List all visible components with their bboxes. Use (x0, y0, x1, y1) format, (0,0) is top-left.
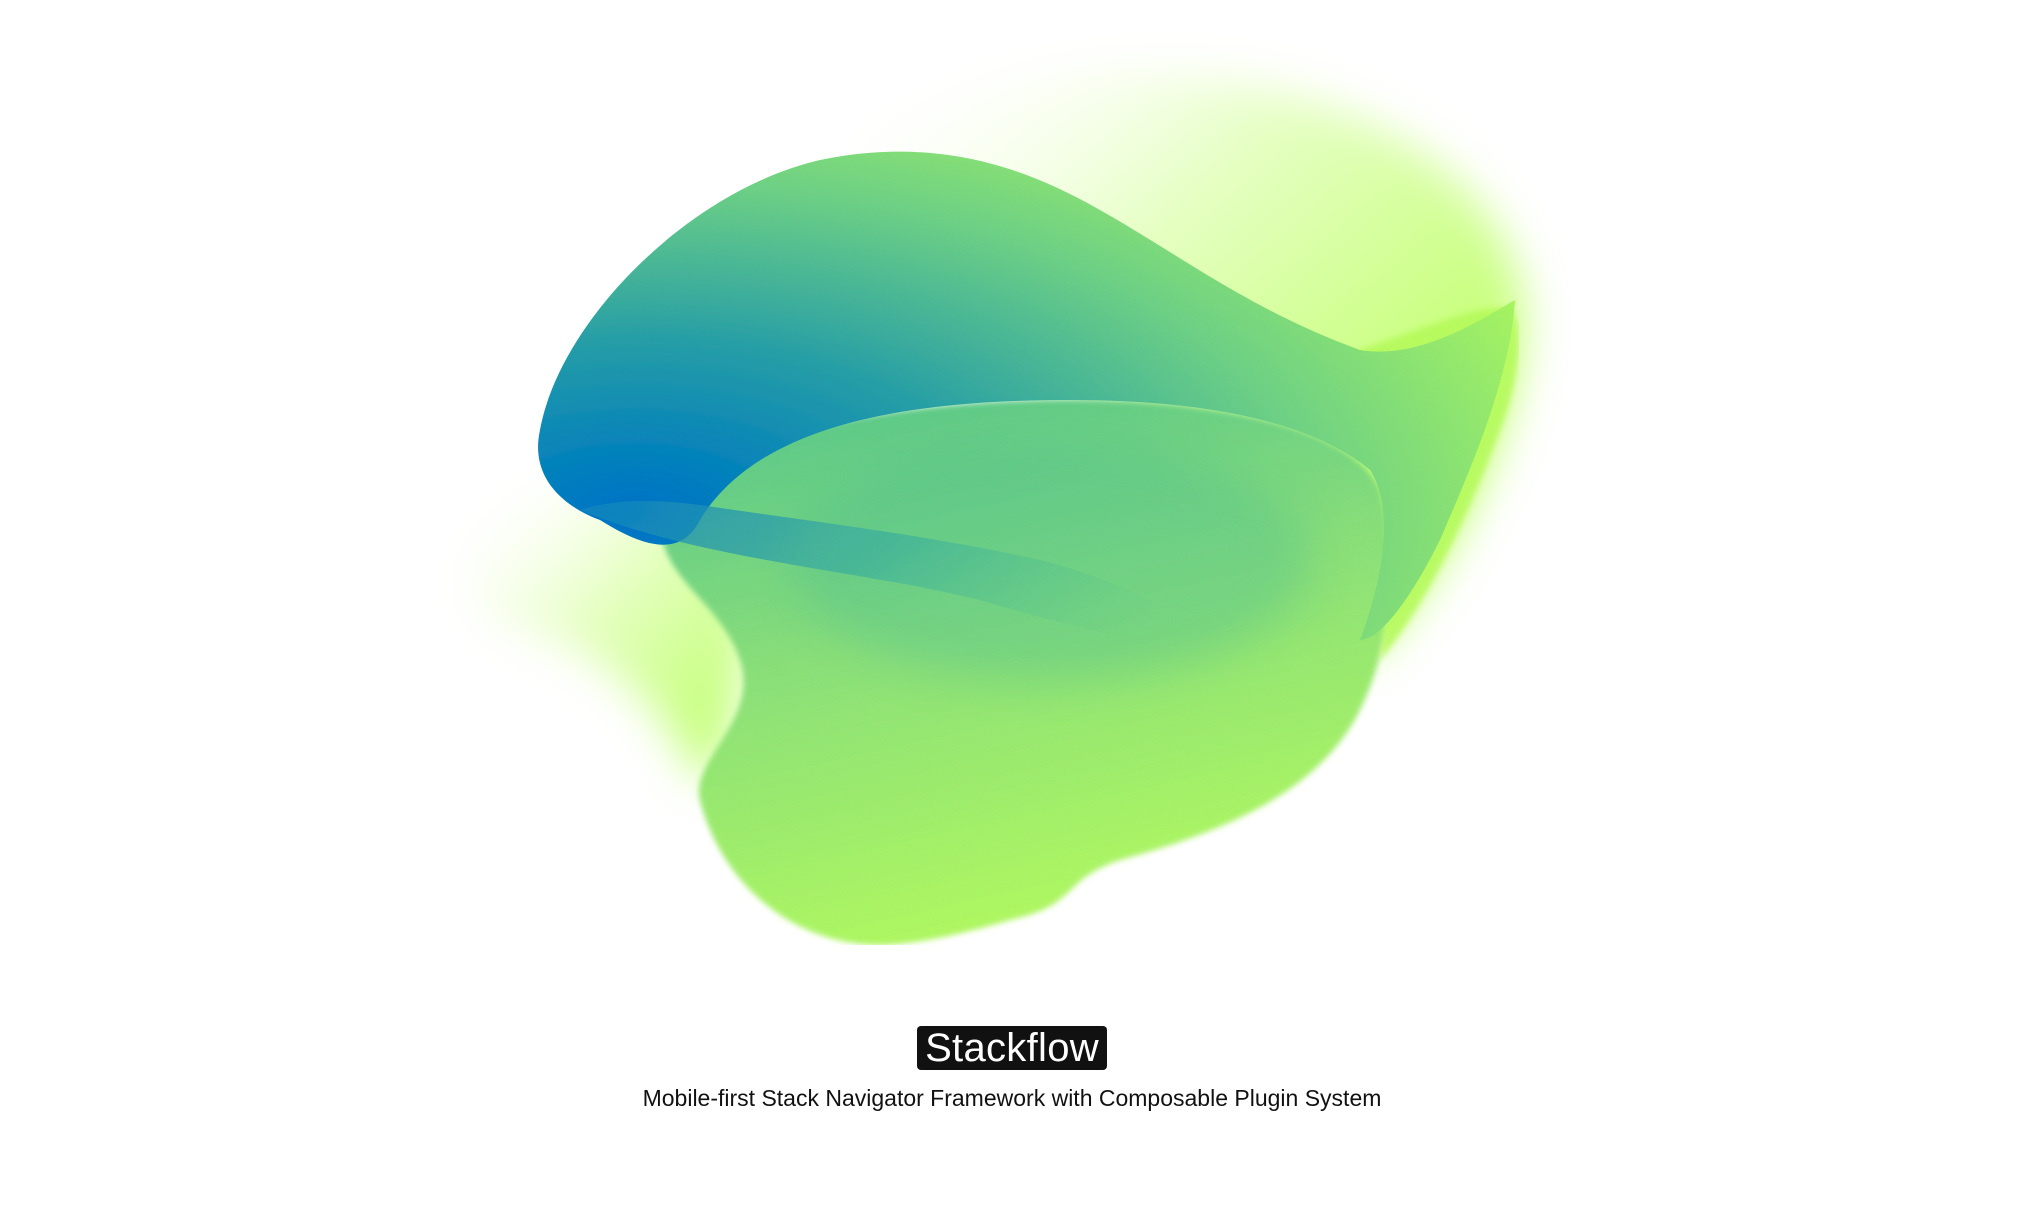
hero-title-wrapper: Stackflow (0, 1026, 2024, 1070)
hero-subtitle: Mobile-first Stack Navigator Framework w… (642, 1085, 1382, 1111)
hero-title: Stackflow (917, 1026, 1107, 1070)
